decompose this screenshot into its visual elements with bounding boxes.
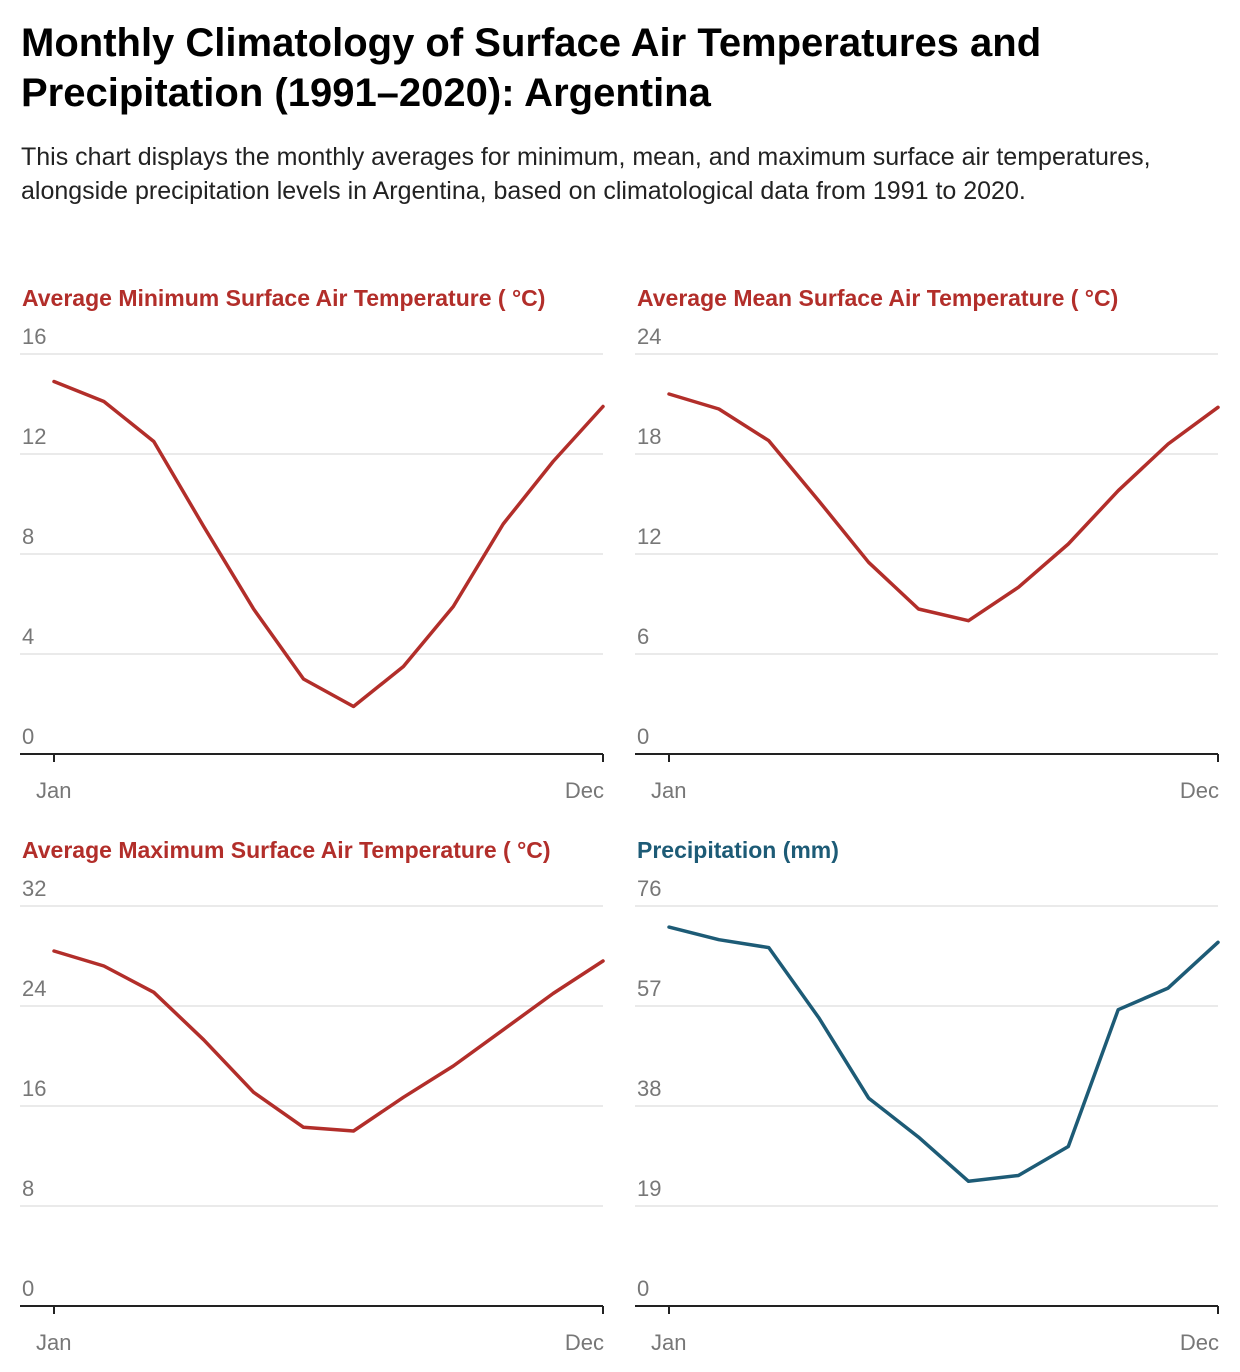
y-tick-label: 57 bbox=[637, 976, 661, 1001]
y-tick-label: 0 bbox=[637, 1276, 649, 1301]
y-tick-label: 0 bbox=[637, 724, 649, 749]
x-tick-label: Jan bbox=[36, 1330, 71, 1355]
chart-svg: Average Mean Surface Air Temperature ( °… bbox=[635, 285, 1220, 803]
y-tick-label: 76 bbox=[637, 876, 661, 901]
chart-title: Average Minimum Surface Air Temperature … bbox=[22, 285, 545, 311]
y-tick-label: 8 bbox=[22, 524, 34, 549]
series-line bbox=[667, 925, 1220, 1184]
chart-title: Average Mean Surface Air Temperature ( °… bbox=[637, 285, 1118, 311]
y-tick-label: 16 bbox=[22, 1076, 46, 1101]
y-tick-label: 24 bbox=[22, 976, 46, 1001]
chart-svg: Precipitation (mm) 0 19 38 57 76 Jan Dec bbox=[635, 837, 1220, 1355]
chart-panel-precipitation: Precipitation (mm) 0 19 38 57 76 Jan Dec bbox=[635, 832, 1235, 1372]
y-tick-label: 12 bbox=[22, 424, 46, 449]
chart-svg: Average Minimum Surface Air Temperature … bbox=[20, 285, 605, 803]
x-tick-label: Dec bbox=[1180, 778, 1219, 803]
chart-title: Precipitation (mm) bbox=[637, 837, 839, 863]
x-tick-label: Jan bbox=[651, 1330, 686, 1355]
y-tick-label: 16 bbox=[22, 324, 46, 349]
page-subtitle: This chart displays the monthly averages… bbox=[21, 143, 1151, 205]
x-tick-label: Jan bbox=[36, 778, 71, 803]
y-tick-label: 0 bbox=[22, 724, 34, 749]
series-line bbox=[667, 392, 1220, 623]
y-tick-label: 38 bbox=[637, 1076, 661, 1101]
page-title: Monthly Climatology of Surface Air Tempe… bbox=[21, 21, 1042, 115]
series-line bbox=[52, 379, 605, 709]
x-tick-label: Dec bbox=[1180, 1330, 1219, 1355]
x-tick-label: Dec bbox=[565, 778, 604, 803]
y-tick-label: 12 bbox=[637, 524, 661, 549]
chart-panel-mean-temp: Average Mean Surface Air Temperature ( °… bbox=[635, 280, 1235, 820]
chart-title: Average Maximum Surface Air Temperature … bbox=[22, 837, 551, 863]
chart-panel-min-temp: Average Minimum Surface Air Temperature … bbox=[20, 280, 620, 820]
y-tick-label: 24 bbox=[637, 324, 661, 349]
y-tick-label: 32 bbox=[22, 876, 46, 901]
chart-svg: Average Maximum Surface Air Temperature … bbox=[20, 837, 605, 1355]
y-tick-label: 8 bbox=[22, 1176, 34, 1201]
chart-panel-max-temp: Average Maximum Surface Air Temperature … bbox=[20, 832, 620, 1372]
y-tick-label: 4 bbox=[22, 624, 34, 649]
y-tick-label: 18 bbox=[637, 424, 661, 449]
y-tick-label: 6 bbox=[637, 624, 649, 649]
y-tick-label: 19 bbox=[637, 1176, 661, 1201]
x-tick-label: Jan bbox=[651, 778, 686, 803]
x-tick-label: Dec bbox=[565, 1330, 604, 1355]
series-line bbox=[52, 949, 605, 1133]
y-tick-label: 0 bbox=[22, 1276, 34, 1301]
